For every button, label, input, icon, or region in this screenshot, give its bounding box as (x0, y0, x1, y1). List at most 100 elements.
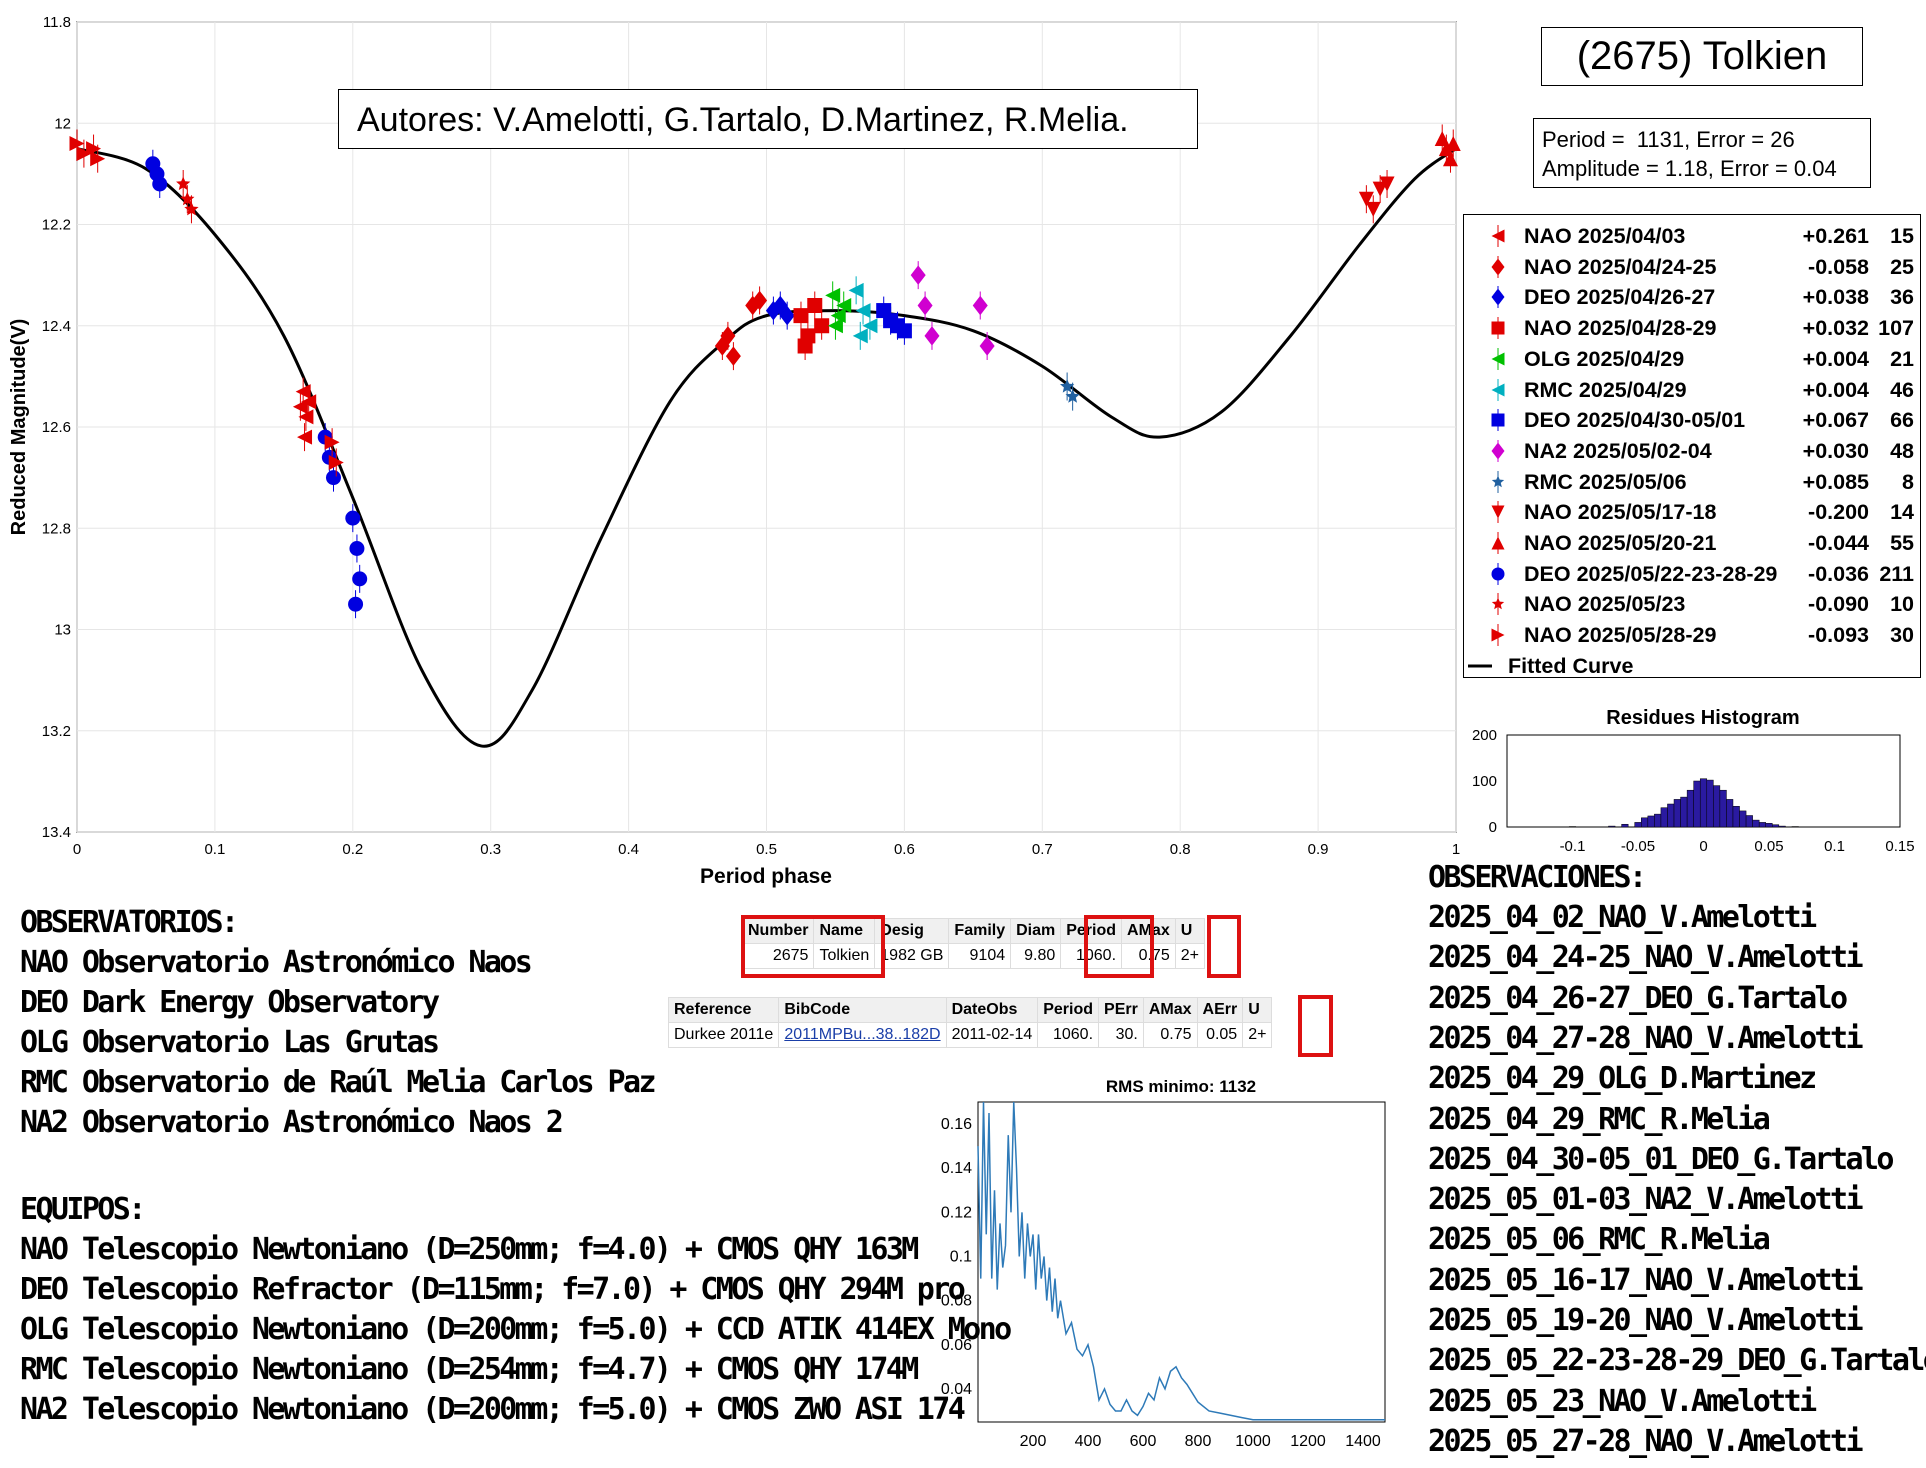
table-header-cell: U (1174, 918, 1205, 944)
table-cell: 2011MPBu...38..182D (778, 1022, 947, 1048)
legend-series-name: Fitted Curve (1508, 653, 1634, 678)
legend-marker (1491, 475, 1505, 487)
data-point (825, 287, 841, 303)
histogram-bar (1667, 803, 1675, 828)
equipo-item: NA2 Telescopio Newtoniano (D=200mm; f=5.… (20, 1392, 966, 1427)
highlight-period (1084, 915, 1154, 978)
legend-count: 36 (1890, 285, 1914, 310)
lightcurve-ticks: 0 0.1 0.2 0.3 0.4 0.5 0.6 0.7 0.8 0.9 1 11.8 12 12.2 1… (42, 14, 1460, 858)
data-point (1445, 136, 1461, 151)
lc-ytick-label: 12.4 (42, 318, 71, 335)
lc-ytick-label: 12.6 (42, 419, 71, 436)
legend-count: 14 (1890, 500, 1914, 525)
histogram-bar (1752, 819, 1760, 828)
legend-marker (1491, 597, 1505, 610)
legend-marker (1491, 288, 1505, 306)
data-point (325, 470, 341, 486)
legend-marker-icon (1491, 317, 1505, 340)
observacion-item: 2025_04_26-27_DEO_G.Tartalo (1428, 980, 1848, 1016)
legend-entry: NAO 2025/05/28-29 -0.093 30 (1464, 620, 1920, 650)
legend-marker (1491, 383, 1505, 396)
rms-xtick-label: 1400 (1345, 1433, 1381, 1450)
histogram-bar (1719, 789, 1727, 828)
legend-series-name: NAO 2025/04/24-25 (1524, 254, 1717, 279)
equipo-item: OLG Telescopio Newtoniano (D=200mm; f=5.… (20, 1312, 1012, 1347)
hist-xtick-label: 0.1 (1824, 838, 1845, 855)
legend-marker (1491, 258, 1505, 276)
data-point (1065, 389, 1080, 403)
legend-marker-icon (1491, 286, 1505, 309)
data-point (86, 141, 102, 157)
table-header-cell: Number (741, 918, 815, 944)
data-point (180, 191, 195, 206)
data-point (352, 571, 368, 587)
lightcurve-ylabel: Reduced Magnitude(V) (8, 319, 30, 536)
observacion-item: 2025_05_22-23-28-29_DEO_G.Tartalo (1428, 1343, 1926, 1379)
observatorio-item: RMC Observatorio de Raúl Melia Carlos Pa… (20, 1065, 657, 1100)
hist-xtick-label: -0.1 (1560, 838, 1586, 855)
lc-xtick-label: 0.5 (756, 841, 777, 858)
legend-count: 211 (1879, 561, 1914, 586)
lc-ytick-label: 12.8 (42, 520, 71, 537)
rms-xtick-label: 1000 (1235, 1433, 1271, 1450)
hist-ytick-label: 0 (1489, 819, 1497, 836)
histogram-bar (1654, 813, 1662, 828)
legend-offset: +0.004 (1802, 346, 1869, 371)
amplitude-line: Amplitude = 1.18, Error = 0.04 (1542, 156, 1837, 181)
legend-count: 10 (1890, 592, 1914, 617)
observacion-item: 2025_04_29_RMC_R.Melia (1428, 1101, 1771, 1137)
lc-ytick-label: 13 (54, 622, 71, 639)
table-header-cell: Family (948, 918, 1012, 944)
legend-entry: NAO 2025/04/03 +0.261 15 (1464, 221, 1920, 251)
legend-count: 48 (1890, 438, 1914, 463)
legend-series-name: NA2 2025/05/02-04 (1524, 438, 1712, 463)
data-point (725, 346, 741, 366)
legend-offset: +0.004 (1802, 377, 1869, 402)
legend-offset: -0.090 (1808, 592, 1869, 617)
histogram-bar (1647, 815, 1655, 828)
histogram-bar (1726, 799, 1734, 828)
data-point (797, 338, 813, 354)
legend-entry: NAO 2025/05/23 -0.090 10 (1464, 589, 1920, 619)
histogram-bar (1758, 822, 1766, 828)
table-cell: 30. (1098, 1022, 1144, 1048)
legend-series-name: NAO 2025/04/28-29 (1524, 316, 1717, 341)
legend-count: 55 (1890, 531, 1914, 555)
data-point (793, 308, 809, 324)
period-amplitude-box: Period = 1131, Error = 26 Amplitude = 1.… (1533, 118, 1871, 188)
data-point (827, 318, 843, 334)
legend-marker-icon (1491, 439, 1505, 462)
observacion-item: 2025_05_01-03_NA2_V.Amelotti (1428, 1182, 1864, 1218)
lc-xtick-label: 0.3 (480, 841, 501, 858)
table-cell: 2+ (1174, 943, 1205, 969)
legend-marker (1491, 628, 1505, 642)
lc-ytick-label: 12.2 (42, 217, 71, 234)
data-point (298, 409, 314, 425)
lc-xtick-label: 0.1 (204, 841, 225, 858)
legend-entry: NAO 2025/04/28-29 +0.032 107 (1464, 313, 1920, 343)
rms-axes-frame (977, 1101, 1386, 1423)
legend-marker (1491, 536, 1505, 550)
data-point (752, 290, 768, 311)
legend-marker-icon (1491, 593, 1505, 616)
equipos-heading: EQUIPOS: (20, 1192, 146, 1227)
table-cell: 0.75 (1121, 943, 1176, 969)
residues-histogram: Residues Histogram -0.1 -0.05 0 0.05 0.1 0.15… (1472, 707, 1915, 855)
observacion-item: 2025_05_06_RMC_R.Melia (1428, 1222, 1771, 1258)
equipo-item: RMC Telescopio Newtoniano (D=254mm; f=4.… (20, 1352, 919, 1387)
legend-entry: NAO 2025/04/24-25 -0.058 25 (1464, 252, 1920, 282)
lc-xtick-label: 0.6 (894, 841, 915, 858)
legend-entry: OLG 2025/04/29 +0.004 21 (1464, 344, 1920, 374)
legend-offset: -0.036 (1808, 561, 1869, 586)
lightcurve-grid (76, 21, 1457, 833)
data-point (69, 136, 85, 151)
data-point (1442, 151, 1458, 167)
table-header-cell: Reference (667, 997, 780, 1023)
rms-ytick-label: 0.04 (941, 1381, 972, 1398)
lightcurve-legend: NAO 2025/04/03 +0.261 15 NAO 2025/04/24-25 -… (1463, 214, 1921, 678)
legend-marker-icon (1491, 624, 1505, 647)
bibcode-link[interactable]: 2011MPBu...38..182D (784, 1026, 941, 1043)
legend-marker-icon (1491, 225, 1505, 247)
legend-series-name: RMC 2025/04/29 (1524, 377, 1687, 402)
